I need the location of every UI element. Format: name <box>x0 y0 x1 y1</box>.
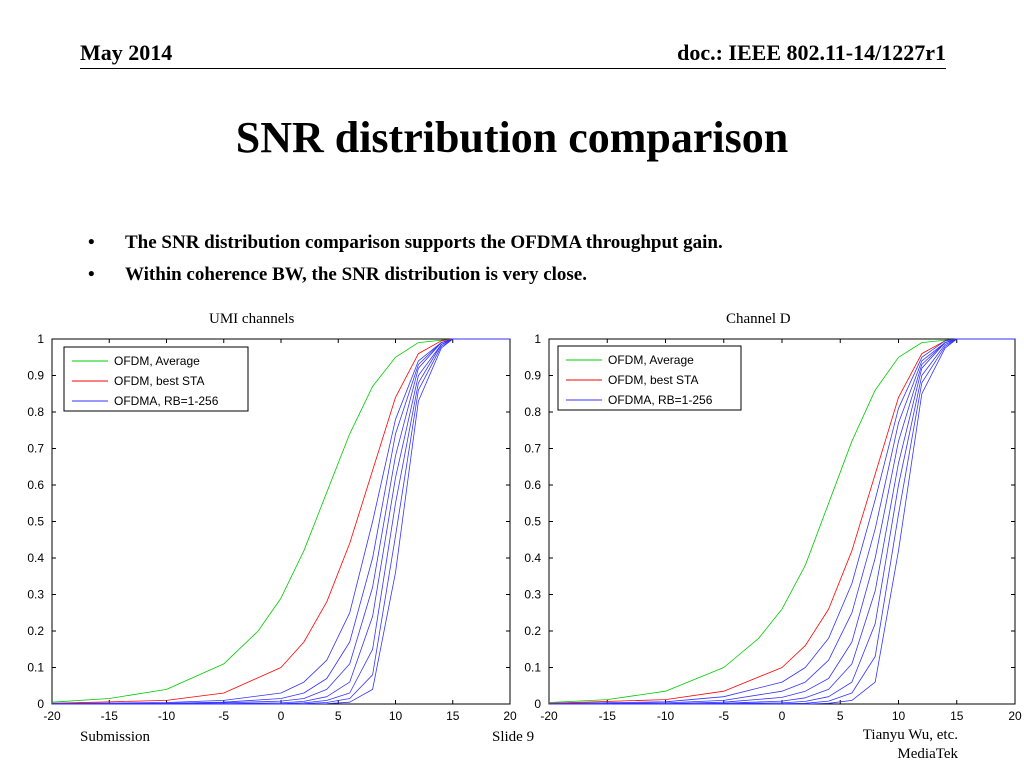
y-tick-label: 0.2 <box>27 624 44 638</box>
legend-label: OFDMA, RB=1-256 <box>114 394 219 408</box>
series-line <box>548 338 1015 704</box>
x-tick-label: 20 <box>1008 709 1022 723</box>
x-tick-label: 5 <box>335 709 342 723</box>
y-tick-label: 0.5 <box>524 515 541 529</box>
y-tick-label: 0.7 <box>524 442 541 456</box>
y-tick-label: 0.2 <box>524 624 541 638</box>
x-tick-label: 15 <box>950 709 964 723</box>
y-tick-label: 0.1 <box>27 661 44 675</box>
legend-label: OFDM, best STA <box>608 373 698 387</box>
y-tick-label: 0.8 <box>27 405 44 419</box>
x-tick-label: -20 <box>43 709 61 723</box>
x-tick-label: -15 <box>599 709 617 723</box>
bullet-item: • Within coherence BW, the SNR distributi… <box>88 264 587 286</box>
x-tick-label: -20 <box>540 709 558 723</box>
bullet-glyph: • <box>88 232 95 253</box>
series-line <box>549 338 1015 705</box>
y-tick-label: 0.6 <box>27 478 44 492</box>
y-tick-label: 0.4 <box>27 551 44 565</box>
y-tick-label: 0.3 <box>524 588 541 602</box>
x-tick-label: -5 <box>218 709 229 723</box>
x-tick-label: 5 <box>837 709 844 723</box>
y-tick-label: 0.7 <box>27 442 44 456</box>
y-tick-label: 0 <box>37 697 44 711</box>
bullet-text: The SNR distribution comparison supports… <box>125 232 723 253</box>
chart-title-umi: UMI channels <box>209 311 295 327</box>
y-tick-label: 0.6 <box>524 478 541 492</box>
x-tick-label: 0 <box>779 709 786 723</box>
y-tick-label: 0.9 <box>27 369 44 383</box>
footer-slide-number: Slide 9 <box>492 729 535 745</box>
x-tick-label: -10 <box>657 709 675 723</box>
bullet-item: • The SNR distribution comparison support… <box>88 232 723 254</box>
y-tick-label: 0.8 <box>524 405 541 419</box>
legend-box <box>63 346 249 412</box>
y-tick-label: 0.1 <box>524 661 541 675</box>
footer-company: MediaTek <box>897 746 958 762</box>
series-line <box>52 338 510 705</box>
legend-label: OFDM, Average <box>608 353 694 367</box>
header-date: May 2014 <box>80 40 173 65</box>
x-tick-label: 0 <box>278 709 285 723</box>
x-tick-label: -5 <box>718 709 729 723</box>
x-tick-label: 20 <box>503 709 517 723</box>
legend-label: OFDMA, RB=1-256 <box>608 393 713 407</box>
bullet-text: Within coherence BW, the SNR distributio… <box>125 264 587 285</box>
y-tick-label: 0.3 <box>27 588 44 602</box>
x-tick-label: 10 <box>892 709 906 723</box>
header-rule <box>80 68 946 69</box>
bullet-glyph: • <box>88 264 95 285</box>
footer-author-name: Tianyu Wu, etc. <box>862 727 958 743</box>
x-tick-label: -15 <box>101 709 119 723</box>
y-tick-label: 1 <box>534 332 541 346</box>
x-tick-label: -10 <box>158 709 176 723</box>
y-tick-label: 0.9 <box>524 369 541 383</box>
chart-title-channel-d: Channel D <box>726 311 791 327</box>
x-tick-label: 10 <box>389 709 403 723</box>
legend-box <box>557 345 742 411</box>
series-line <box>51 338 510 704</box>
y-tick-label: 0.4 <box>524 551 541 565</box>
x-tick-label: 15 <box>446 709 460 723</box>
footer-submission: Submission <box>80 729 151 745</box>
series-line <box>51 338 510 703</box>
y-tick-label: 1 <box>37 332 44 346</box>
header-doc-id: doc.: IEEE 802.11-14/1227r1 <box>677 40 946 65</box>
legend-label: OFDM, best STA <box>114 374 204 388</box>
series-line <box>548 338 1015 703</box>
legend-label: OFDM, Average <box>114 354 200 368</box>
y-tick-label: 0.5 <box>27 515 44 529</box>
series-line <box>51 338 510 705</box>
slide-title: SNR distribution comparison <box>235 113 789 162</box>
y-tick-label: 0 <box>534 697 541 711</box>
footer-author: Tianyu Wu, etc. MediaTek <box>863 726 958 764</box>
